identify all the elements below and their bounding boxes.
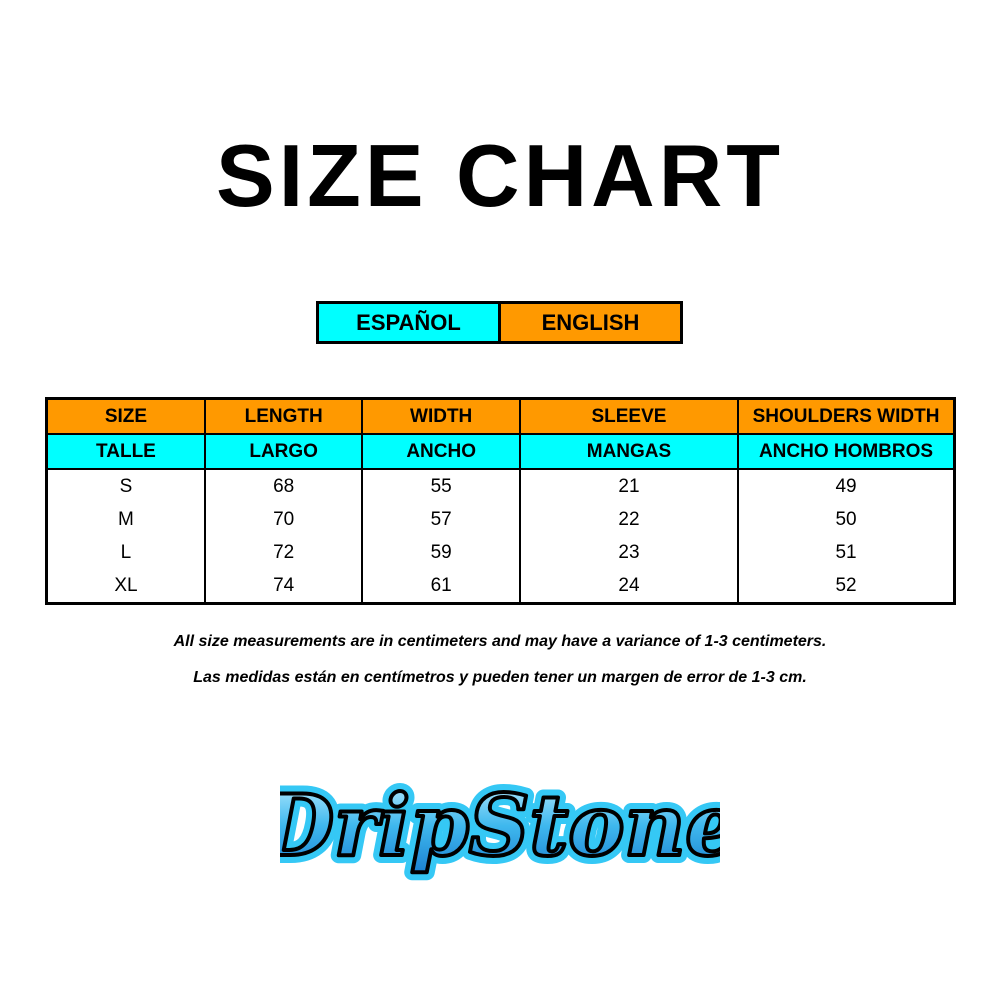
table-cell: 52 bbox=[737, 569, 955, 604]
table-cell: 68 bbox=[203, 469, 363, 503]
table-cell: 72 bbox=[203, 536, 363, 569]
table-cell: 61 bbox=[361, 569, 520, 604]
header-cell: ANCHO HOMBROS bbox=[737, 434, 955, 470]
table-cell: 23 bbox=[518, 536, 739, 569]
header-cell: WIDTH bbox=[361, 398, 520, 435]
header-cell: ANCHO bbox=[361, 434, 520, 470]
header-cell: SIZE bbox=[46, 398, 205, 435]
legend-english: ENGLISH bbox=[501, 304, 680, 341]
table-cell: 70 bbox=[203, 503, 363, 536]
header-cell: TALLE bbox=[46, 434, 205, 470]
table-cell: 22 bbox=[518, 503, 739, 536]
header-cell: SHOULDERS WIDTH bbox=[737, 398, 955, 435]
dripstone-logo: DripStone DripStone bbox=[280, 768, 720, 883]
header-cell: SLEEVE bbox=[518, 398, 739, 435]
table-cell: 21 bbox=[518, 469, 739, 503]
table-cell: 49 bbox=[737, 469, 955, 503]
header-cell: LARGO bbox=[203, 434, 363, 470]
table-cell: XL bbox=[114, 574, 138, 596]
table-cell: L bbox=[120, 541, 132, 563]
language-legend: ESPAÑOL ENGLISH bbox=[316, 301, 683, 344]
table-row: M 70 57 22 50 bbox=[47, 503, 955, 536]
page-title: SIZE CHART bbox=[216, 126, 784, 225]
table-cell: 57 bbox=[361, 503, 520, 536]
logo-text: DripStone bbox=[280, 776, 720, 875]
table-row: L 72 59 23 51 bbox=[47, 536, 955, 569]
logo-outline: DripStone bbox=[280, 776, 720, 875]
header-row-english: SIZE LENGTH WIDTH SLEEVE SHOULDERS WIDTH bbox=[46, 398, 955, 435]
table-row: XL 74 61 24 52 bbox=[47, 569, 955, 604]
header-cell: MANGAS bbox=[518, 434, 739, 470]
table-row: S 68 55 21 49 bbox=[47, 469, 955, 503]
table-cell: M bbox=[118, 508, 134, 530]
note-spanish: Las medidas están en centímetros y puede… bbox=[193, 669, 807, 686]
table-cell: 74 bbox=[203, 569, 363, 604]
table-cell: 59 bbox=[361, 536, 520, 569]
table-cell: 51 bbox=[737, 536, 955, 569]
table-cell: 24 bbox=[518, 569, 739, 604]
size-table: SIZE LENGTH WIDTH SLEEVE SHOULDERS WIDTH… bbox=[45, 397, 956, 605]
note-english: All size measurements are in centimeters… bbox=[173, 633, 827, 650]
header-row-spanish: TALLE LARGO ANCHO MANGAS ANCHO HOMBROS bbox=[46, 434, 955, 470]
table-cell: S bbox=[119, 475, 133, 497]
table-cell: 50 bbox=[737, 503, 955, 536]
legend-spanish: ESPAÑOL bbox=[319, 304, 501, 341]
header-cell: LENGTH bbox=[203, 398, 363, 435]
table-cell: 55 bbox=[361, 469, 520, 503]
